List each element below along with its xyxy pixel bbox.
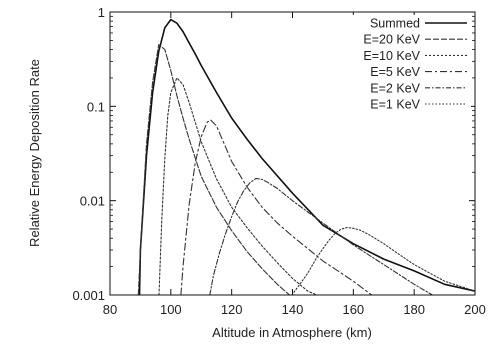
x-tick-label: 140 <box>282 302 304 317</box>
legend: Summed E=20 KeV E=10 KeV E=5 KeV E=2 KeV E=1 … <box>338 15 471 112</box>
series-line-1 <box>137 44 291 295</box>
legend-label: E=20 KeV <box>363 33 420 47</box>
series-line-0 <box>138 18 475 295</box>
series-line-5 <box>291 226 475 295</box>
x-axis-label: Altitude in Atmosphere (km) <box>212 325 372 340</box>
legend-label: E=5 KeV <box>370 65 420 79</box>
x-tick-label: 120 <box>221 302 243 317</box>
x-tick-label: 200 <box>464 302 486 317</box>
x-tick-label: 160 <box>342 302 364 317</box>
legend-background <box>338 15 471 109</box>
legend-label: Summed <box>370 17 420 31</box>
x-tick-label: 100 <box>160 302 182 317</box>
y-tick-label: 0.001 <box>72 288 105 303</box>
series-line-4 <box>209 177 433 295</box>
legend-label: E=10 KeV <box>363 49 420 63</box>
x-tick-label: 80 <box>103 302 117 317</box>
legend-label: E=1 KeV <box>370 98 420 112</box>
series-line-2 <box>158 77 318 295</box>
plot-marks <box>137 18 475 295</box>
legend-label: E=2 KeV <box>370 81 420 95</box>
y-axis-label: Relative Energy Deposition Rate <box>27 59 42 247</box>
y-tick-label: 0.01 <box>80 194 105 209</box>
series-line-3 <box>180 119 373 295</box>
x-tick-label: 180 <box>403 302 425 317</box>
y-tick-label: 1 <box>98 5 105 20</box>
y-tick-label: 0.1 <box>87 99 105 114</box>
